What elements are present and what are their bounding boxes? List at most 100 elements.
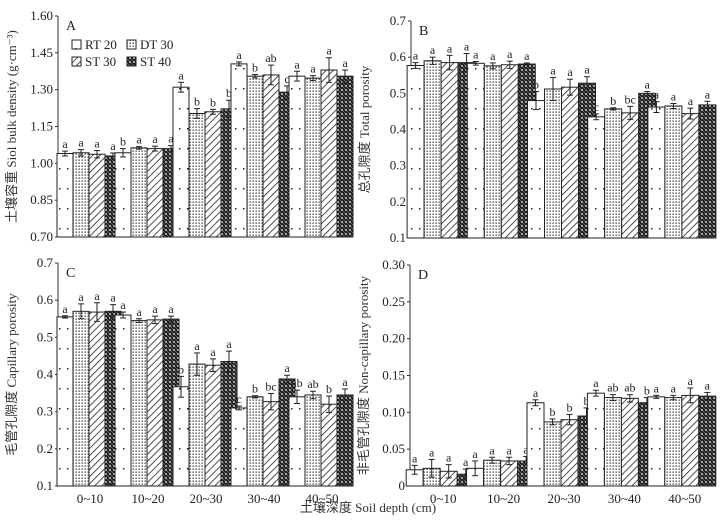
bar-dt-30	[664, 105, 683, 239]
significance-label: b	[326, 382, 332, 396]
bar-st-30	[204, 364, 222, 487]
significance-label: a	[194, 339, 200, 353]
significance-label: a	[62, 137, 68, 151]
y-axis-title: 总孔隙度 Total porosity	[357, 65, 372, 193]
bar-st-30	[204, 111, 222, 238]
bar-rt-20	[56, 316, 74, 487]
significance-label: a	[593, 376, 599, 390]
significance-label: a	[413, 49, 419, 63]
x-tick-label: 30~40	[247, 491, 280, 506]
y-tick-label: 0.3	[390, 158, 406, 173]
significance-label: a	[688, 374, 694, 388]
bar-dt-30	[423, 60, 442, 239]
bar-dt-30	[72, 152, 90, 238]
bar-st-30	[146, 148, 164, 238]
bar-rt-20	[172, 386, 190, 487]
significance-label: b	[178, 362, 184, 376]
legend: RT 20 DT 30 ST 30 ST 40	[71, 37, 173, 69]
y-tick-label: 0.30	[382, 257, 405, 272]
y-tick-label: 0.5	[390, 85, 406, 100]
significance-label: a	[226, 337, 232, 351]
bar-rt-20	[172, 86, 190, 238]
bar-rt-20	[527, 100, 545, 239]
legend-label: ST 30	[85, 54, 116, 69]
significance-label: a	[94, 137, 100, 151]
significance-label: bc	[625, 92, 636, 106]
x-tick-label: 10~20	[487, 491, 520, 506]
x-axis-title: 土壤深度 Soil depth (cm)	[300, 500, 436, 515]
x-tick-label: 0~10	[77, 491, 104, 506]
bar-rt-20	[587, 116, 606, 239]
legend-swatch	[71, 39, 82, 50]
significance-label: b	[120, 135, 126, 149]
y-tick-label: 0.25	[382, 294, 405, 309]
panel-d: 0 0.05 0.10 0.15 0.20 0.25 0.30 非毛管孔隙度 Non-capi…	[356, 257, 717, 506]
bar-dt-30	[483, 65, 502, 239]
significance-label: a	[523, 443, 529, 457]
bar-st-30	[320, 403, 338, 487]
significance-label: a	[524, 49, 530, 63]
x-tick-label: 40~50	[668, 491, 701, 506]
y-tick-label: 0.20	[382, 331, 405, 346]
significance-label: ab	[607, 381, 618, 395]
significance-label: a	[654, 381, 660, 395]
significance-label: a	[342, 56, 348, 70]
significance-label: a	[326, 44, 332, 58]
significance-label: a	[506, 443, 512, 457]
bar-dt-30	[543, 421, 562, 487]
y-tick-label: 0.10	[382, 404, 405, 419]
significance-label: a	[654, 88, 660, 102]
bar-dt-30	[544, 88, 562, 239]
bar-rt-20	[230, 407, 248, 487]
significance-label: ab	[624, 381, 635, 395]
significance-label: b	[644, 384, 650, 398]
significance-label: a	[507, 47, 513, 61]
significance-label: ab	[291, 376, 302, 390]
y-tick-label: 0.3	[37, 404, 53, 419]
significance-label: a	[62, 302, 68, 316]
bar-st-30	[262, 401, 280, 487]
significance-label: a	[464, 40, 470, 54]
significance-label: a	[671, 89, 677, 103]
bar-rt-20	[114, 152, 132, 238]
significance-label: b	[584, 394, 590, 408]
significance-label: b	[210, 95, 216, 109]
y-tick-label: 0.5	[37, 329, 53, 344]
y-axis-title: 非毛管孔隙度 Non-capillary porosity	[356, 275, 371, 475]
bar-dt-30	[604, 108, 623, 239]
significance-label: bc	[265, 379, 276, 393]
legend-label: DT 30	[140, 37, 173, 52]
bar-st-30	[146, 319, 164, 487]
significance-label: b	[550, 405, 556, 419]
y-tick-label: 0.7	[390, 13, 407, 28]
significance-label: b	[610, 94, 616, 108]
bar-st-30	[620, 397, 639, 487]
y-tick-label: 1.00	[30, 155, 53, 170]
bar-rt-20	[406, 64, 425, 239]
bar-dt-30	[188, 363, 206, 487]
bar-st-40	[336, 394, 354, 487]
significance-label: b	[194, 95, 200, 109]
significance-label: a	[94, 289, 100, 303]
significance-label: a	[152, 132, 158, 146]
bar-dt-30	[246, 396, 264, 487]
y-tick-label: 0.05	[382, 441, 405, 456]
significance-label: a	[463, 455, 469, 469]
bar-st-30	[681, 113, 700, 239]
significance-label: a	[567, 65, 573, 79]
panel-letter: B	[419, 24, 428, 39]
significance-label: a	[110, 291, 116, 305]
bar-dt-30	[188, 112, 206, 238]
x-tick-label: 0~10	[430, 491, 457, 506]
significance-label: a	[342, 375, 348, 389]
x-tick-label: 40~50	[305, 491, 338, 506]
y-tick-label: 1.45	[30, 45, 53, 60]
bar-st-40	[698, 395, 717, 487]
significance-label: a	[447, 41, 453, 55]
significance-label: a	[168, 132, 174, 146]
significance-label: b	[567, 401, 573, 415]
significance-label: b	[533, 78, 539, 92]
significance-label: a	[110, 139, 116, 153]
panel-a: 0.70 0.85 1.00 1.15 1.30 1.45 1.60 土壤容重 Siol bu…	[4, 8, 354, 244]
